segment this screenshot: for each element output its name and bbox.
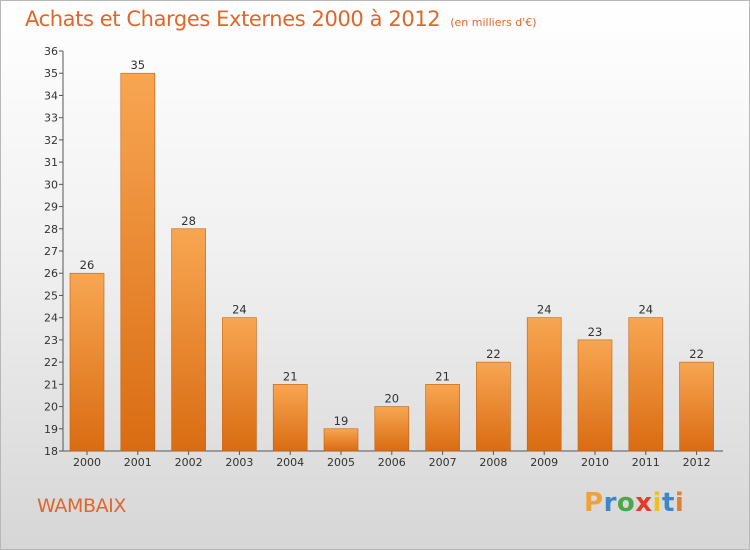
x-tick-label-2000: 2000 xyxy=(73,456,101,469)
bar-2001 xyxy=(120,72,156,452)
y-tick-label: 31 xyxy=(44,156,58,169)
y-tick-label: 29 xyxy=(44,201,58,214)
proxiti-logo: Proxiti xyxy=(584,488,684,518)
logo-letter: P xyxy=(584,488,604,518)
y-tick-label: 22 xyxy=(44,356,58,369)
data-label-2002: 28 xyxy=(181,214,196,228)
x-tick-label-2011: 2011 xyxy=(632,456,660,469)
bar-2004 xyxy=(272,384,308,452)
chart-title: Achats et Charges Externes 2000 à 2012 (e… xyxy=(25,7,537,31)
x-tick-label-2006: 2006 xyxy=(378,456,406,469)
x-tick-label-2008: 2008 xyxy=(479,456,507,469)
data-label-2007: 21 xyxy=(435,369,450,383)
y-tick-label: 32 xyxy=(44,134,58,147)
bar-2009 xyxy=(526,317,562,452)
y-tick-label: 23 xyxy=(44,334,58,347)
title-unit: (en milliers d'€) xyxy=(450,16,537,29)
x-tick-label-2001: 2001 xyxy=(124,456,152,469)
y-tick-label: 34 xyxy=(44,89,58,102)
logo-letter: o xyxy=(616,488,636,518)
data-label-2006: 20 xyxy=(384,392,399,406)
bar-2003 xyxy=(222,317,257,452)
data-labels: 26 35 28 24 21 19 20 21 22 24 23 24 22 xyxy=(80,58,704,428)
x-tick-label-2010: 2010 xyxy=(581,456,609,469)
bars xyxy=(69,72,714,452)
y-tick-label: 33 xyxy=(44,112,58,125)
data-label-2011: 24 xyxy=(638,303,653,317)
logo-letter: i xyxy=(674,488,685,518)
y-tick-label: 36 xyxy=(44,45,58,58)
y-tick-label: 35 xyxy=(44,67,58,80)
logo-letter: r xyxy=(603,488,617,518)
x-tick-label-2009: 2009 xyxy=(530,456,558,469)
data-label-2009: 24 xyxy=(537,303,552,317)
bar-2006 xyxy=(374,406,410,452)
data-label-2003: 24 xyxy=(232,303,247,317)
y-tick-label: 18 xyxy=(44,445,58,458)
bar-2000 xyxy=(69,272,105,452)
x-tick-label-2004: 2004 xyxy=(276,456,304,469)
bar-2005 xyxy=(323,428,359,452)
y-tick-label: 24 xyxy=(44,312,58,325)
bar-2008 xyxy=(476,361,511,452)
logo-letter: x xyxy=(635,488,653,518)
x-tick-label-2002: 2002 xyxy=(175,456,203,469)
bar-2012 xyxy=(679,361,714,452)
logo-letter: t xyxy=(661,488,675,518)
data-label-2008: 22 xyxy=(486,347,501,361)
data-label-2004: 21 xyxy=(283,369,298,383)
data-label-2012: 22 xyxy=(689,347,704,361)
x-tick-label-2005: 2005 xyxy=(327,456,355,469)
x-tick-label-2007: 2007 xyxy=(429,456,457,469)
bar-2011 xyxy=(628,317,664,452)
title-text: Achats et Charges Externes 2000 à 2012 xyxy=(25,7,441,31)
data-label-2001: 35 xyxy=(130,58,145,72)
bar-2002 xyxy=(171,228,206,452)
y-tick-label: 19 xyxy=(44,423,58,436)
bar-2007 xyxy=(425,384,460,452)
y-tick-label: 30 xyxy=(44,178,58,191)
x-tick-label-2003: 2003 xyxy=(225,456,253,469)
y-tick-label: 21 xyxy=(44,378,58,391)
y-tick-label: 25 xyxy=(44,289,58,302)
axes: 18 19 20 21 22 23 24 25 26 27 28 29 30 31 32 33 34 35 36 20… xyxy=(44,45,723,469)
y-tick-label: 26 xyxy=(44,267,58,280)
y-tick-label: 20 xyxy=(44,401,58,414)
data-label-2000: 26 xyxy=(80,258,95,272)
logo-letter: i xyxy=(652,488,662,518)
y-tick-label: 27 xyxy=(44,245,58,258)
data-label-2010: 23 xyxy=(588,325,603,339)
data-label-2005: 19 xyxy=(334,414,349,428)
commune-name: WAMBAIX xyxy=(37,495,126,517)
x-tick-label-2012: 2012 xyxy=(683,456,711,469)
bar-2010 xyxy=(577,339,613,452)
y-tick-label: 28 xyxy=(44,223,58,236)
